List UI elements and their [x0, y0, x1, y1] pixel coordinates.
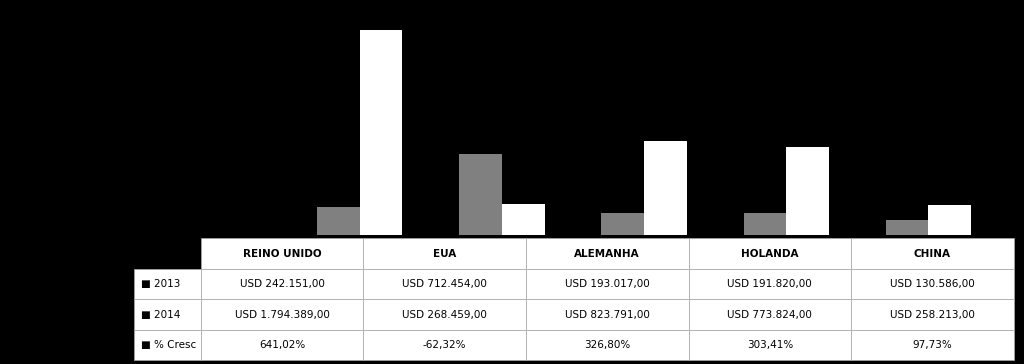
Bar: [886, 220, 929, 235]
Bar: [317, 207, 359, 235]
Bar: [929, 205, 971, 235]
Bar: [359, 30, 402, 235]
Bar: [786, 147, 829, 235]
Bar: [502, 204, 545, 235]
Bar: [459, 154, 502, 235]
Bar: [601, 213, 644, 235]
Bar: [644, 141, 687, 235]
Bar: [743, 213, 786, 235]
